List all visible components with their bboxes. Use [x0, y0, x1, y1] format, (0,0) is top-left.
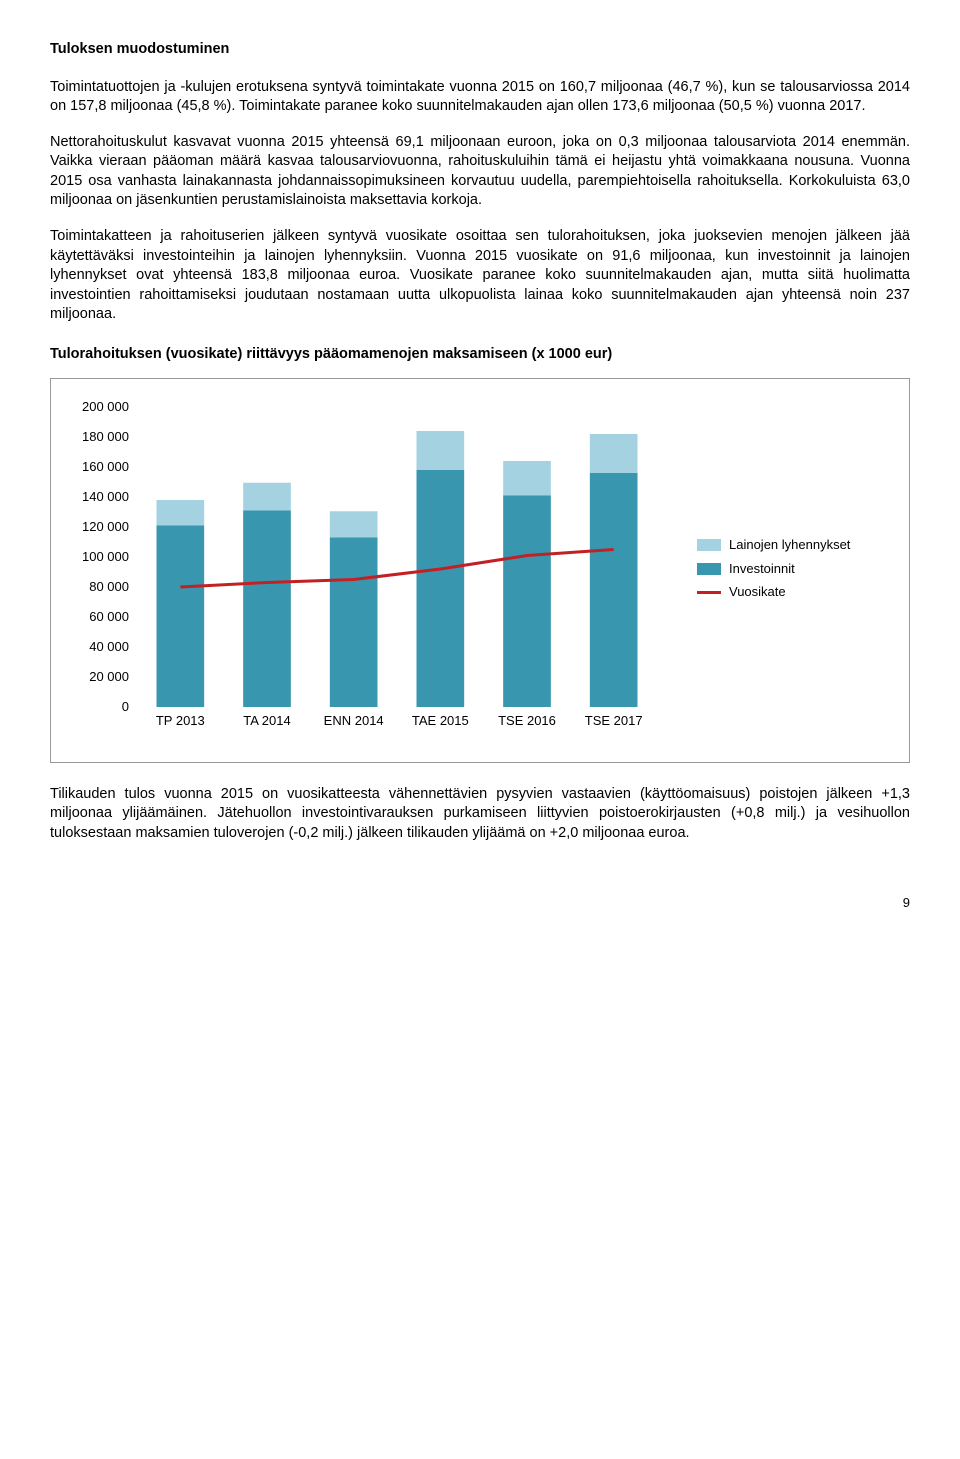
legend-item: Vuosikate [697, 583, 850, 601]
svg-text:TAE 2015: TAE 2015 [412, 713, 469, 728]
svg-text:80 000: 80 000 [89, 579, 129, 594]
legend-item: Investoinnit [697, 560, 850, 578]
legend-swatch [697, 563, 721, 575]
svg-text:TP 2013: TP 2013 [156, 713, 205, 728]
svg-text:200 000: 200 000 [82, 399, 129, 414]
section-heading: Tuloksen muodostuminen [50, 40, 910, 60]
paragraph-1: Toimintatuottojen ja -kulujen erotuksena… [50, 78, 910, 117]
svg-text:ENN 2014: ENN 2014 [324, 713, 384, 728]
legend-label: Vuosikate [729, 583, 786, 601]
svg-text:TA 2014: TA 2014 [243, 713, 290, 728]
chart-title: Tulorahoituksen (vuosikate) riittävyys p… [50, 345, 910, 365]
legend-swatch [697, 539, 721, 551]
svg-text:60 000: 60 000 [89, 609, 129, 624]
svg-text:160 000: 160 000 [82, 459, 129, 474]
chart-container: 0 20 000 40 000 60 000 80 000 100 000 120 000 1… [50, 378, 910, 763]
svg-text:20 000: 20 000 [89, 669, 129, 684]
page-number: 9 [50, 894, 910, 912]
svg-text:120 000: 120 000 [82, 519, 129, 534]
paragraph-2: Nettorahoituskulut kasvavat vuonna 2015 … [50, 133, 910, 211]
legend-swatch [697, 591, 721, 594]
chart-svg: 0 20 000 40 000 60 000 80 000 100 000 120 000 1… [71, 399, 667, 737]
svg-text:TSE 2017: TSE 2017 [585, 713, 643, 728]
paragraph-3: Toimintakatteen ja rahoituserien jälkeen… [50, 227, 910, 325]
chart-legend: Lainojen lyhennykset Investoinnit Vuosikat… [697, 536, 850, 607]
svg-text:140 000: 140 000 [82, 489, 129, 504]
legend-item: Lainojen lyhennykset [697, 536, 850, 554]
paragraph-4: Tilikauden tulos vuonna 2015 on vuosikat… [50, 785, 910, 844]
legend-label: Investoinnit [729, 560, 795, 578]
svg-text:TSE 2016: TSE 2016 [498, 713, 556, 728]
svg-text:180 000: 180 000 [82, 429, 129, 444]
chart-plot: 0 20 000 40 000 60 000 80 000 100 000 120 000 1… [71, 399, 667, 744]
svg-text:0: 0 [122, 699, 129, 714]
svg-text:40 000: 40 000 [89, 639, 129, 654]
svg-text:100 000: 100 000 [82, 549, 129, 564]
legend-label: Lainojen lyhennykset [729, 536, 850, 554]
